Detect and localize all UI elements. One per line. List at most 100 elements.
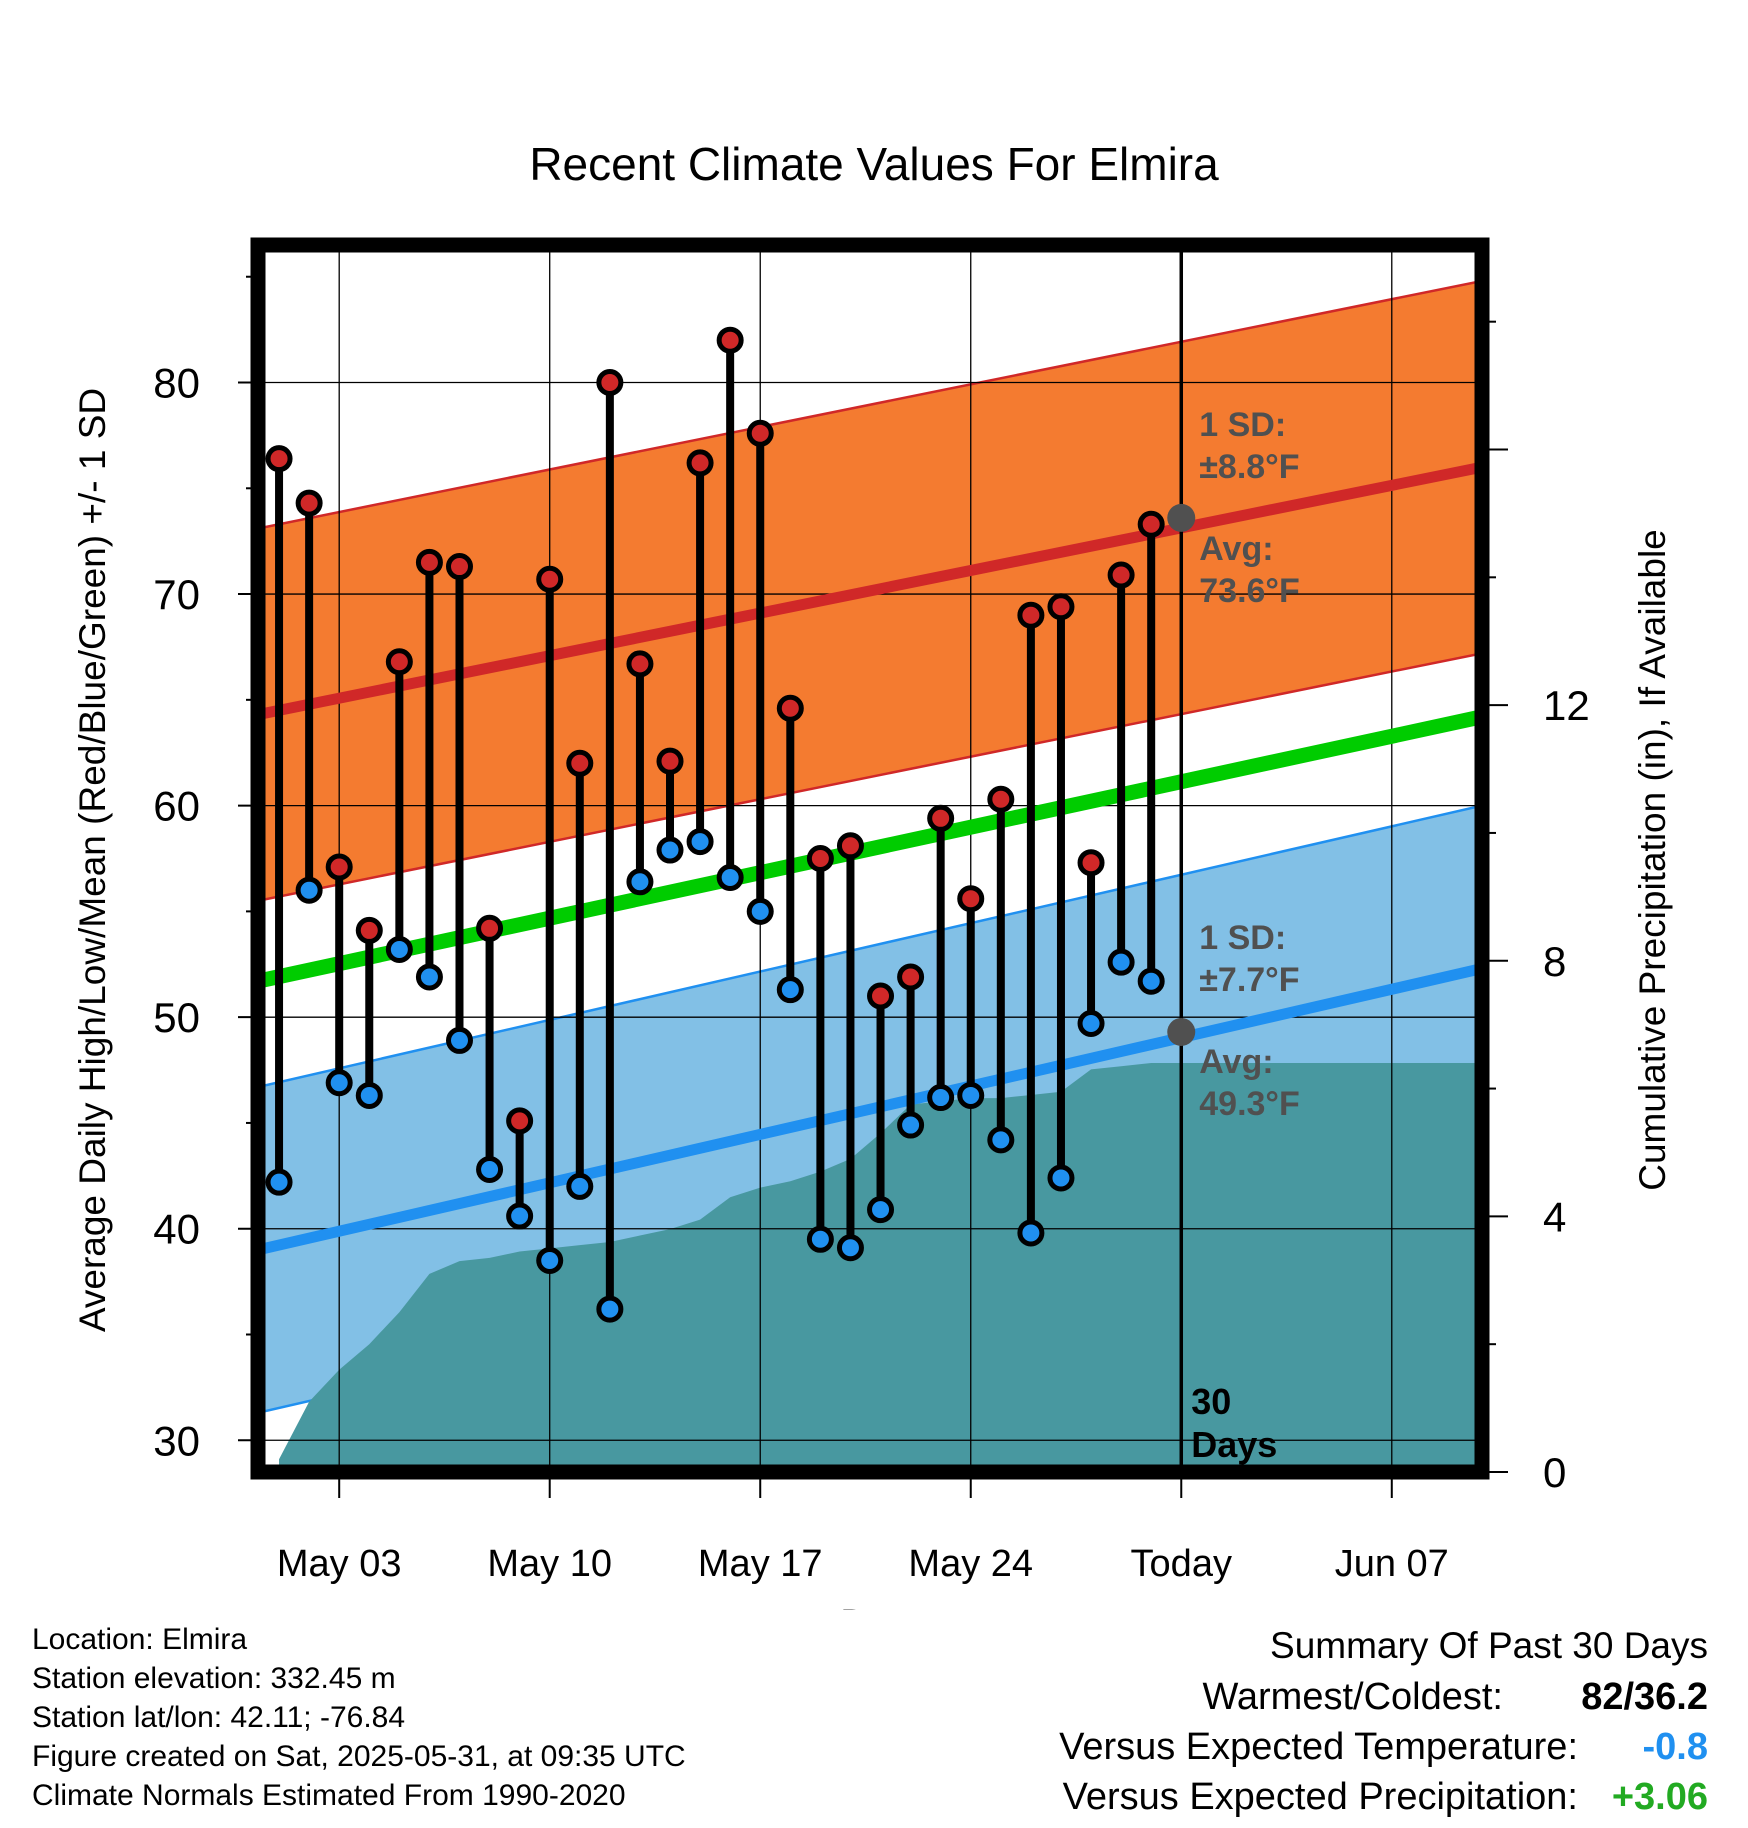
y-axis-title: Average Daily High/Low/Mean (Red/Blue/Gr… (72, 388, 113, 1332)
precip-value: +3.06 (1611, 1776, 1708, 1818)
today-high-normal-marker (1167, 503, 1196, 532)
temp-value: -0.8 (1642, 1726, 1708, 1768)
high-point (806, 845, 834, 872)
y-tick-label: 60 (153, 783, 200, 830)
y2-tick-label: 0 (1543, 1449, 1566, 1496)
high-point (626, 650, 654, 678)
high-point (1047, 593, 1075, 621)
low-avg-label: Avg: (1199, 1043, 1273, 1081)
y-tick-label: 30 (153, 1417, 200, 1464)
low-normal-line (258, 963, 1482, 1256)
low-point (1107, 948, 1135, 976)
latlon-text: Station lat/lon: 42.11; -76.84 (32, 1701, 406, 1734)
low-point (536, 1246, 564, 1274)
summary-title: Summary Of Past 30 Days (1270, 1625, 1708, 1666)
high-point (867, 982, 895, 1010)
normals-text: Climate Normals Estimated From 1990-2020 (32, 1779, 626, 1812)
high-point (957, 885, 985, 913)
y2-tick-label: 8 (1543, 938, 1566, 985)
low-point (596, 1295, 624, 1323)
low-point (1077, 1010, 1105, 1038)
summary-row-precip: Versus Expected Precipitation: +3.06 (808, 1772, 1708, 1822)
low-point (927, 1084, 955, 1112)
low-point (897, 1111, 925, 1139)
high-point (776, 694, 804, 722)
chart-title: Recent Climate Values For Elmira (529, 138, 1219, 190)
low-point (1017, 1219, 1045, 1247)
high-avg-label: Avg: (1199, 530, 1273, 568)
low-point (686, 828, 714, 856)
low-point (957, 1081, 985, 1109)
x-tick-label: May 24 (908, 1543, 1033, 1585)
low-avg-value: 49.3°F (1199, 1085, 1300, 1123)
high-point (265, 445, 293, 473)
high-point (566, 749, 594, 777)
low-point (415, 963, 443, 991)
today-low-normal-marker (1167, 1017, 1196, 1046)
high-point (506, 1107, 534, 1135)
created-text: Figure created on Sat, 2025-05-31, at 09… (32, 1740, 686, 1773)
period-label-number: 30 (1191, 1381, 1231, 1422)
x-tick-label: Today (1131, 1543, 1232, 1585)
warm-cold-value: 82/36.2 (1581, 1676, 1708, 1718)
plot-area: 1 SD: ±8.8°F Avg: 73.6°F 1 SD: ±7.7°F Avg: 49.3… (258, 245, 1482, 1472)
high-point (686, 449, 714, 477)
low-sd-value: ±7.7°F (1199, 961, 1299, 999)
high-point (355, 916, 383, 944)
low-point (836, 1234, 864, 1262)
precip-label: Versus Expected Precipitation: (1062, 1776, 1578, 1818)
low-point (1047, 1164, 1075, 1192)
low-point (987, 1126, 1015, 1154)
high-point (836, 832, 864, 860)
high-point (746, 419, 774, 447)
high-point (1107, 561, 1135, 589)
low-point (476, 1155, 504, 1183)
low-point (1137, 967, 1165, 995)
low-point (626, 868, 654, 896)
low-sd-label: 1 SD: (1199, 919, 1286, 957)
x-axis-title: Day (840, 1603, 908, 1610)
station-metadata: Location: Elmira Station elevation: 332.… (32, 1620, 686, 1815)
high-sd-value: ±8.8°F (1199, 448, 1299, 486)
x-tick-label: May 03 (277, 1543, 402, 1585)
y2-tick-label: 12 (1543, 682, 1590, 729)
high-sd-label: 1 SD: (1199, 406, 1286, 444)
high-point (656, 747, 684, 775)
elevation-text: Station elevation: 332.45 m (32, 1662, 396, 1695)
high-point (445, 553, 473, 581)
high-point (295, 489, 323, 517)
period-label-unit: Days (1191, 1424, 1277, 1465)
low-point (806, 1225, 834, 1253)
high-band-upper-edge (258, 279, 1482, 530)
y2-axis-title: Cumulative Precipitation (in), If Availa… (1632, 529, 1673, 1191)
high-point (716, 326, 744, 354)
y2-tick-label: 4 (1543, 1193, 1566, 1240)
low-point (656, 836, 684, 864)
low-point (355, 1081, 383, 1109)
temp-label: Versus Expected Temperature: (1059, 1726, 1578, 1768)
y-tick-label: 70 (153, 571, 200, 618)
summary-row-temp: Versus Expected Temperature: -0.8 (808, 1722, 1708, 1772)
high-point (927, 804, 955, 832)
low-point (325, 1069, 353, 1097)
x-tick-label: Jun 07 (1335, 1543, 1449, 1585)
x-tick-label: May 10 (487, 1543, 612, 1585)
low-point (746, 897, 774, 925)
low-point (385, 935, 413, 963)
low-point (295, 876, 323, 904)
climate-chart: 1 SD: ±8.8°F Avg: 73.6°F 1 SD: ±7.7°F Avg: 49.3… (72, 138, 1673, 1610)
y-tick-label: 50 (153, 994, 200, 1041)
location-text: Location: Elmira (32, 1623, 248, 1656)
low-point (776, 976, 804, 1004)
low-point (566, 1172, 594, 1200)
high-point (1017, 601, 1045, 629)
high-point (596, 369, 624, 397)
low-point (716, 864, 744, 892)
high-point (897, 963, 925, 991)
high-point (476, 914, 504, 942)
high-point (415, 548, 443, 576)
high-point (1137, 510, 1165, 538)
high-point (325, 853, 353, 881)
summary-panel: Summary Of Past 30 Days Warmest/Coldest:… (808, 1620, 1708, 1822)
high-avg-value: 73.6°F (1199, 572, 1300, 610)
